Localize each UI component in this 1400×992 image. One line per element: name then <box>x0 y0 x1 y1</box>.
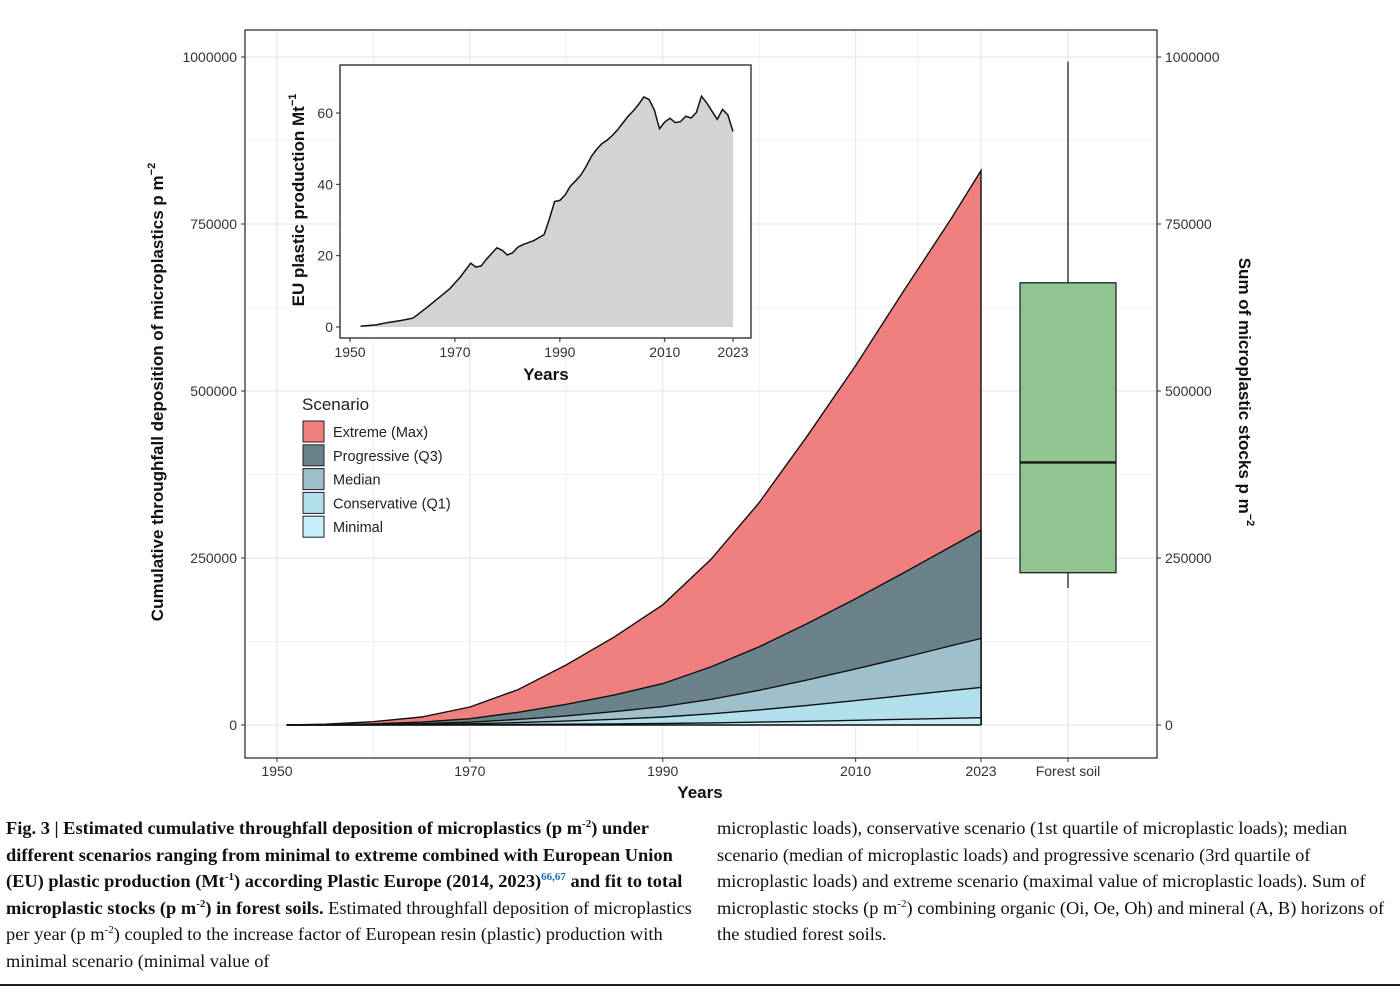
area-minimal <box>286 717 982 725</box>
legend-swatch <box>302 444 325 467</box>
y-tick-label: 1000000 <box>182 49 237 65</box>
caption-sup: -1 <box>224 871 234 884</box>
inset-x-tick-label: 2010 <box>649 344 680 360</box>
caption-sup: -2 <box>582 817 592 830</box>
y-tick-label-right: 750000 <box>1165 216 1212 232</box>
page-rule <box>0 984 1400 986</box>
caption-sup: -2 <box>196 897 206 910</box>
caption-normal-2-start: ) coupled to the increase factor of Euro… <box>6 924 663 971</box>
caption-bold-part: Fig. 3 | Estimated cumulative throughfal… <box>6 818 682 918</box>
legend-title: Scenario <box>302 395 369 414</box>
legend-swatch <box>302 515 325 538</box>
x-tick-label: 1950 <box>261 763 292 779</box>
x-tick-label-forest-soil: Forest soil <box>1036 763 1101 779</box>
y-axis-label-sup: −2 <box>146 163 158 176</box>
y-axis-right-label-sup: −2 <box>1244 514 1256 527</box>
inset-x-tick-label: 2023 <box>717 344 748 360</box>
caption-bold-5: ) in forest soils. <box>205 897 324 918</box>
x-tick-label: 2023 <box>965 763 996 779</box>
x-tick-label: 1970 <box>454 763 485 779</box>
caption-normal-2-rest: microplastic loads), conservative scenar… <box>717 818 1366 918</box>
y-axis-label-text: Cumulative throughfall deposition of mic… <box>148 175 167 621</box>
legend-label: Extreme (Max) <box>333 425 428 441</box>
y-tick-label: 500000 <box>190 383 237 399</box>
caption-bold-3: ) according Plastic Europe (2014, 2023) <box>233 871 542 892</box>
y-tick-label: 0 <box>229 717 237 733</box>
caption-normal-3: ) combining organic (Oi, Oe, Oh) and min… <box>717 897 1385 945</box>
inset-x-tick-label: 1970 <box>439 344 470 360</box>
chart-figure: 1950 1970 1990 2010 2023 Forest soil 0 0 250000 2… <box>146 29 1256 802</box>
x-tick-label: 1990 <box>647 763 678 779</box>
inset-y-axis-label: EU plastic production Mt−1 <box>287 94 308 307</box>
plot-frame <box>244 29 1158 759</box>
legend-label: Conservative (Q1) <box>333 496 451 512</box>
inset-production-area <box>360 96 733 327</box>
inset-production-line <box>360 94 734 328</box>
legend-swatch <box>302 491 325 514</box>
y-axis-right-label: Sum of microplastic stocks p m−2 <box>1235 258 1256 527</box>
y-tick-label: 750000 <box>190 216 237 232</box>
caption-reference-link[interactable]: 66,67 <box>541 871 566 884</box>
inset-frame <box>339 64 752 339</box>
y-tick-label-right: 0 <box>1165 717 1173 733</box>
y-axis-label: Cumulative throughfall deposition of mic… <box>146 163 167 621</box>
y-tick-label-right: 1000000 <box>1165 49 1220 65</box>
inset-y-tick-label: 0 <box>325 319 333 335</box>
boxplot-box <box>1019 282 1117 574</box>
caption-left-column: Fig. 3 | Estimated cumulative throughfal… <box>6 815 696 975</box>
area-conservative-q1 <box>286 687 982 725</box>
area-outline <box>286 168 982 726</box>
y-tick-label-right: 500000 <box>1165 383 1212 399</box>
y-tick-label-right: 250000 <box>1165 550 1212 566</box>
inset-x-tick-label: 1950 <box>334 344 365 360</box>
legend-swatch <box>302 420 325 443</box>
y-axis-right-label-text: Sum of microplastic stocks p m <box>1235 258 1254 514</box>
inset-x-tick-label: 1990 <box>544 344 575 360</box>
inset-y-tick-label: 40 <box>317 176 333 192</box>
area-progressive-q3 <box>286 529 982 725</box>
caption-bold-2: ) under different scenarios ranging from… <box>6 818 673 892</box>
legend-label: Minimal <box>333 520 383 536</box>
caption-normal-1: Estimated throughfall deposition of micr… <box>6 897 692 945</box>
legend-label: Median <box>333 473 381 489</box>
legend-swatch <box>302 468 325 491</box>
area-outline <box>286 528 982 726</box>
y-tick-label: 250000 <box>190 550 237 566</box>
inset-panel: 1950 1970 1990 2010 2023 0 20 40 60 <box>317 64 752 360</box>
inset-y-axis-label-sup: −1 <box>287 94 299 107</box>
inset-y-tick-label: 20 <box>317 248 333 264</box>
caption-sup: -2 <box>104 924 114 937</box>
caption-right-column: microplastic loads), conservative scenar… <box>717 815 1400 948</box>
x-tick-label: 2010 <box>840 763 871 779</box>
caption-fig-label: Fig. 3 | Estimated cumulative throughfal… <box>6 818 583 838</box>
caption-sup: -2 <box>897 897 907 910</box>
inset-y-axis-label-text: EU plastic production Mt <box>289 106 308 307</box>
legend: Scenario Extreme (Max) Progressive (Q3) Med… <box>302 395 451 538</box>
area-median <box>286 638 982 725</box>
inset-y-tick-label: 60 <box>317 105 333 121</box>
area-extreme-max <box>286 170 982 726</box>
inset-x-axis-label: Years <box>523 365 568 384</box>
caption-bold-4: and fit to total microplastic stocks (p … <box>6 871 683 918</box>
legend-label: Progressive (Q3) <box>333 449 443 465</box>
x-axis-label: Years <box>677 783 722 802</box>
